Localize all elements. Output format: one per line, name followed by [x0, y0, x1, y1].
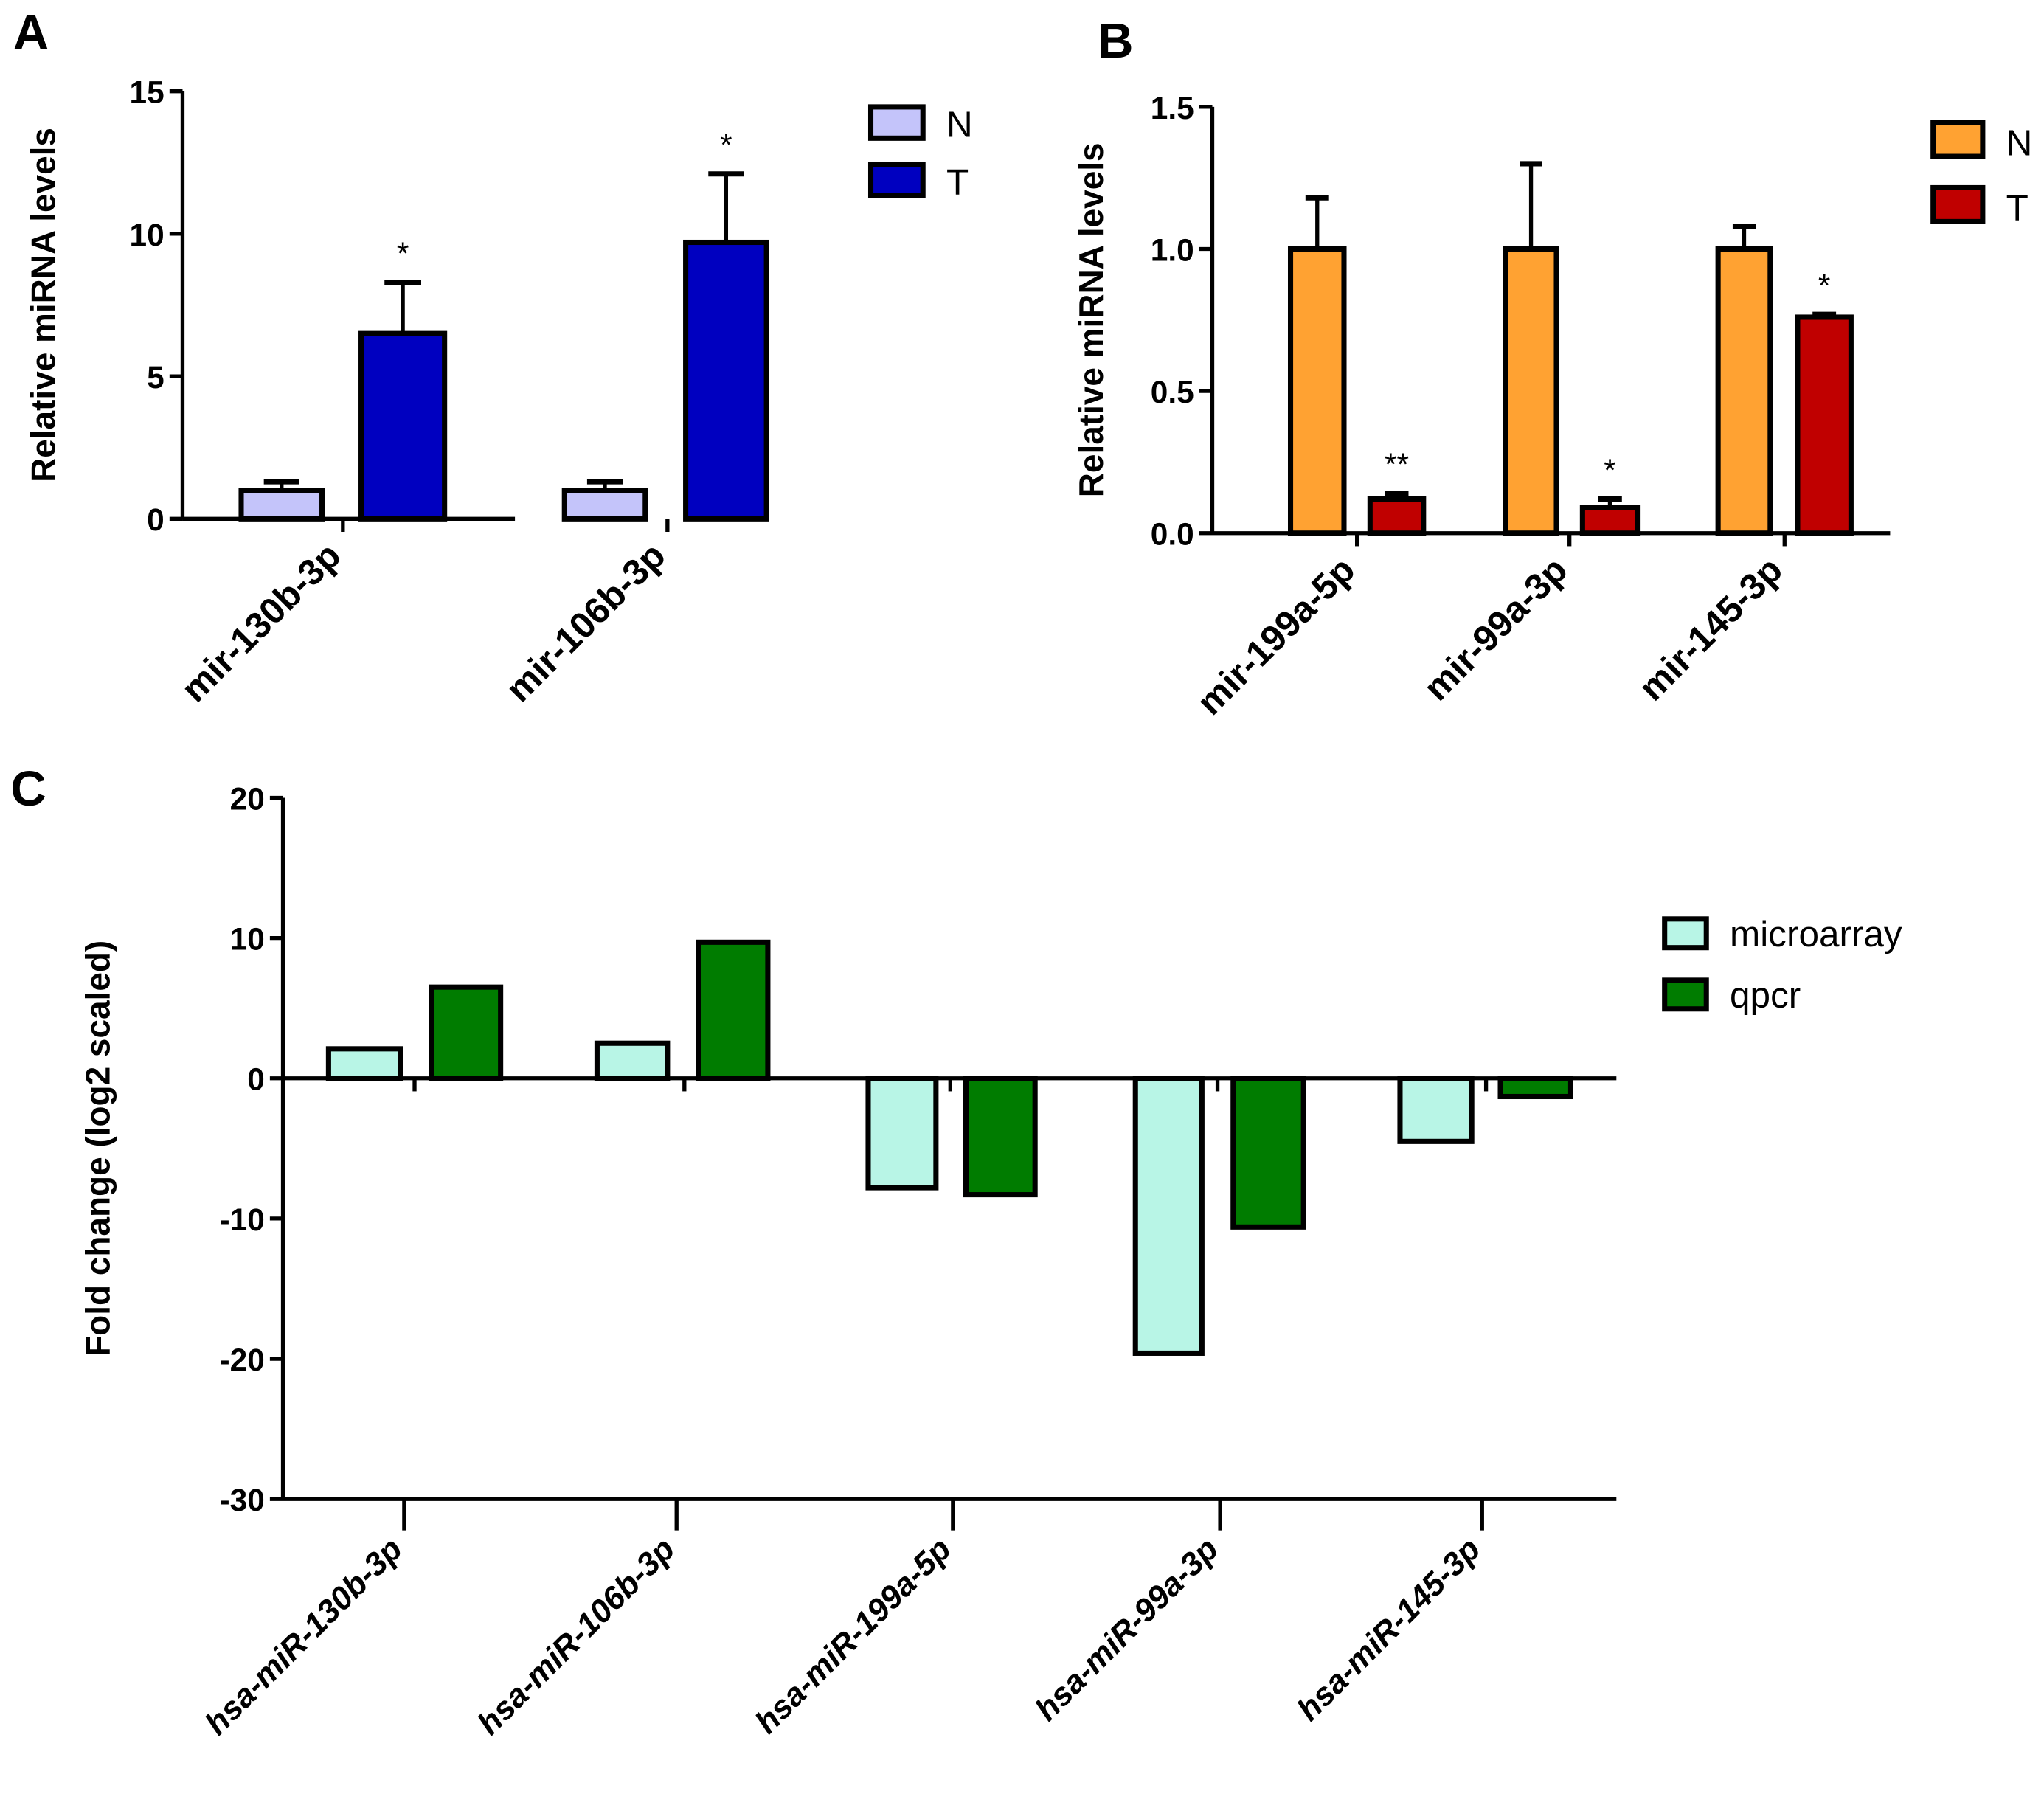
y-tick-label: 5 [147, 360, 164, 395]
legend-swatch [1930, 120, 1986, 159]
bar-qpcr [696, 939, 771, 1081]
significance-mark: * [397, 236, 409, 271]
bar-microarray [325, 1046, 403, 1081]
x-tick-label: hsa-miR-106b-3p [471, 1531, 682, 1742]
legend-swatch [1662, 977, 1709, 1012]
y-tick-label: 15 [130, 75, 164, 110]
y-tick-label: -10 [220, 1202, 265, 1237]
legend-swatch [867, 162, 926, 198]
y-tick-label: 0.5 [1151, 375, 1194, 409]
y-tick-label: 0 [147, 502, 164, 537]
bar-N [238, 488, 325, 522]
y-tick-label: 10 [130, 218, 164, 252]
legend-swatch [1930, 184, 1986, 224]
x-tick-label: hsa-miR-199a-5p [748, 1531, 958, 1741]
legend-label: T [2006, 188, 2029, 229]
bar-qpcr [429, 984, 504, 1081]
bar-T [1367, 496, 1427, 536]
panel-label: B [1098, 13, 1134, 69]
bar-T [683, 239, 769, 522]
bar-T [358, 330, 448, 522]
bar-qpcr [963, 1076, 1038, 1198]
y-axis-label: Relative miRNA levels [1072, 142, 1110, 497]
legend-label: N [946, 105, 973, 145]
bar-qpcr [1497, 1076, 1573, 1100]
panel-label: A [13, 5, 49, 60]
bar-microarray [1397, 1076, 1475, 1144]
bar-N [1287, 246, 1347, 536]
bar-microarray [594, 1040, 671, 1081]
y-tick-label: -20 [220, 1343, 265, 1377]
panel-label: C [10, 761, 46, 817]
x-tick-label: hsa-miR-99a-3p [1028, 1531, 1225, 1728]
significance-mark: * [720, 128, 732, 162]
y-tick-label: 1.5 [1151, 91, 1194, 125]
legend-swatch [1662, 916, 1709, 951]
significance-mark: * [1604, 453, 1616, 488]
y-tick-label: 1.0 [1151, 232, 1194, 267]
bar-microarray [1132, 1076, 1205, 1356]
x-tick-label: mir-99a-3p [1416, 550, 1576, 709]
legend-label: N [2006, 122, 2033, 163]
bar-N [1715, 246, 1773, 536]
legend-swatch [867, 104, 926, 141]
y-tick-label: -30 [220, 1483, 265, 1517]
x-tick-label: mir-130b-3p [173, 535, 348, 710]
significance-mark: ** [1385, 447, 1409, 482]
y-tick-label: 10 [230, 922, 265, 957]
x-tick-label: hsa-miR-145-3p [1290, 1531, 1487, 1728]
bar-microarray [865, 1076, 939, 1191]
bar-N [1503, 246, 1559, 536]
significance-mark: * [1818, 268, 1831, 302]
bar-qpcr [1230, 1076, 1306, 1230]
legend-label: qpcr [1730, 975, 1801, 1016]
y-tick-label: 20 [230, 781, 265, 816]
bar-N [561, 488, 648, 522]
y-axis-label: Fold change (log2 scaled) [79, 941, 117, 1357]
legend-label: microarray [1730, 914, 1902, 955]
legend-label: T [946, 162, 969, 202]
x-tick-label: mir-145-3p [1631, 550, 1790, 709]
y-axis-label: Relative miRNA levels [24, 128, 62, 482]
x-tick-label: hsa-miR-130b-3p [198, 1531, 409, 1742]
y-tick-label: 0 [247, 1062, 265, 1097]
x-tick-label: mir-106b-3p [498, 535, 673, 710]
bar-T [1579, 505, 1641, 536]
bar-T [1795, 314, 1854, 536]
x-tick-label: mir-199a-5p [1189, 550, 1362, 723]
y-tick-label: 0.0 [1151, 517, 1194, 552]
